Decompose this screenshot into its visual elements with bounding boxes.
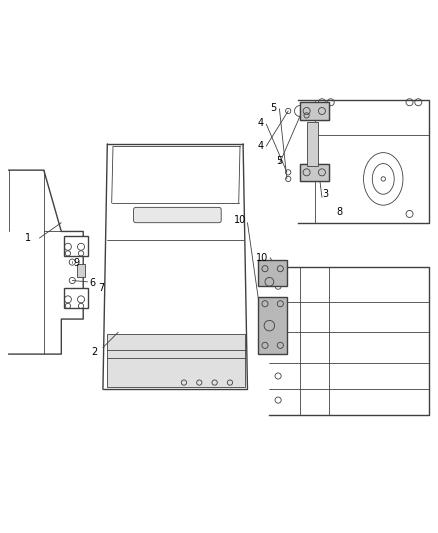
Polygon shape (300, 164, 328, 181)
Text: 5: 5 (271, 102, 277, 112)
FancyBboxPatch shape (134, 207, 221, 223)
Text: 7: 7 (99, 282, 105, 293)
Text: 4: 4 (258, 118, 264, 128)
Bar (64, 236, 88, 255)
Bar (258, 297, 287, 354)
Text: 1: 1 (25, 233, 32, 243)
Bar (307, 122, 318, 166)
Bar (64, 288, 88, 308)
Bar (107, 334, 245, 387)
Text: 5: 5 (276, 156, 283, 166)
Bar (258, 260, 287, 286)
Text: 9: 9 (74, 258, 80, 268)
Text: 10: 10 (234, 215, 246, 225)
Bar (77, 264, 85, 278)
Text: 3: 3 (322, 189, 328, 199)
Text: 6: 6 (89, 278, 95, 288)
Text: 2: 2 (91, 347, 97, 357)
Text: 8: 8 (336, 207, 343, 217)
Text: 4: 4 (258, 141, 264, 151)
Bar (300, 102, 328, 120)
Polygon shape (300, 102, 328, 120)
Bar (300, 164, 328, 181)
Text: 10: 10 (256, 253, 268, 263)
